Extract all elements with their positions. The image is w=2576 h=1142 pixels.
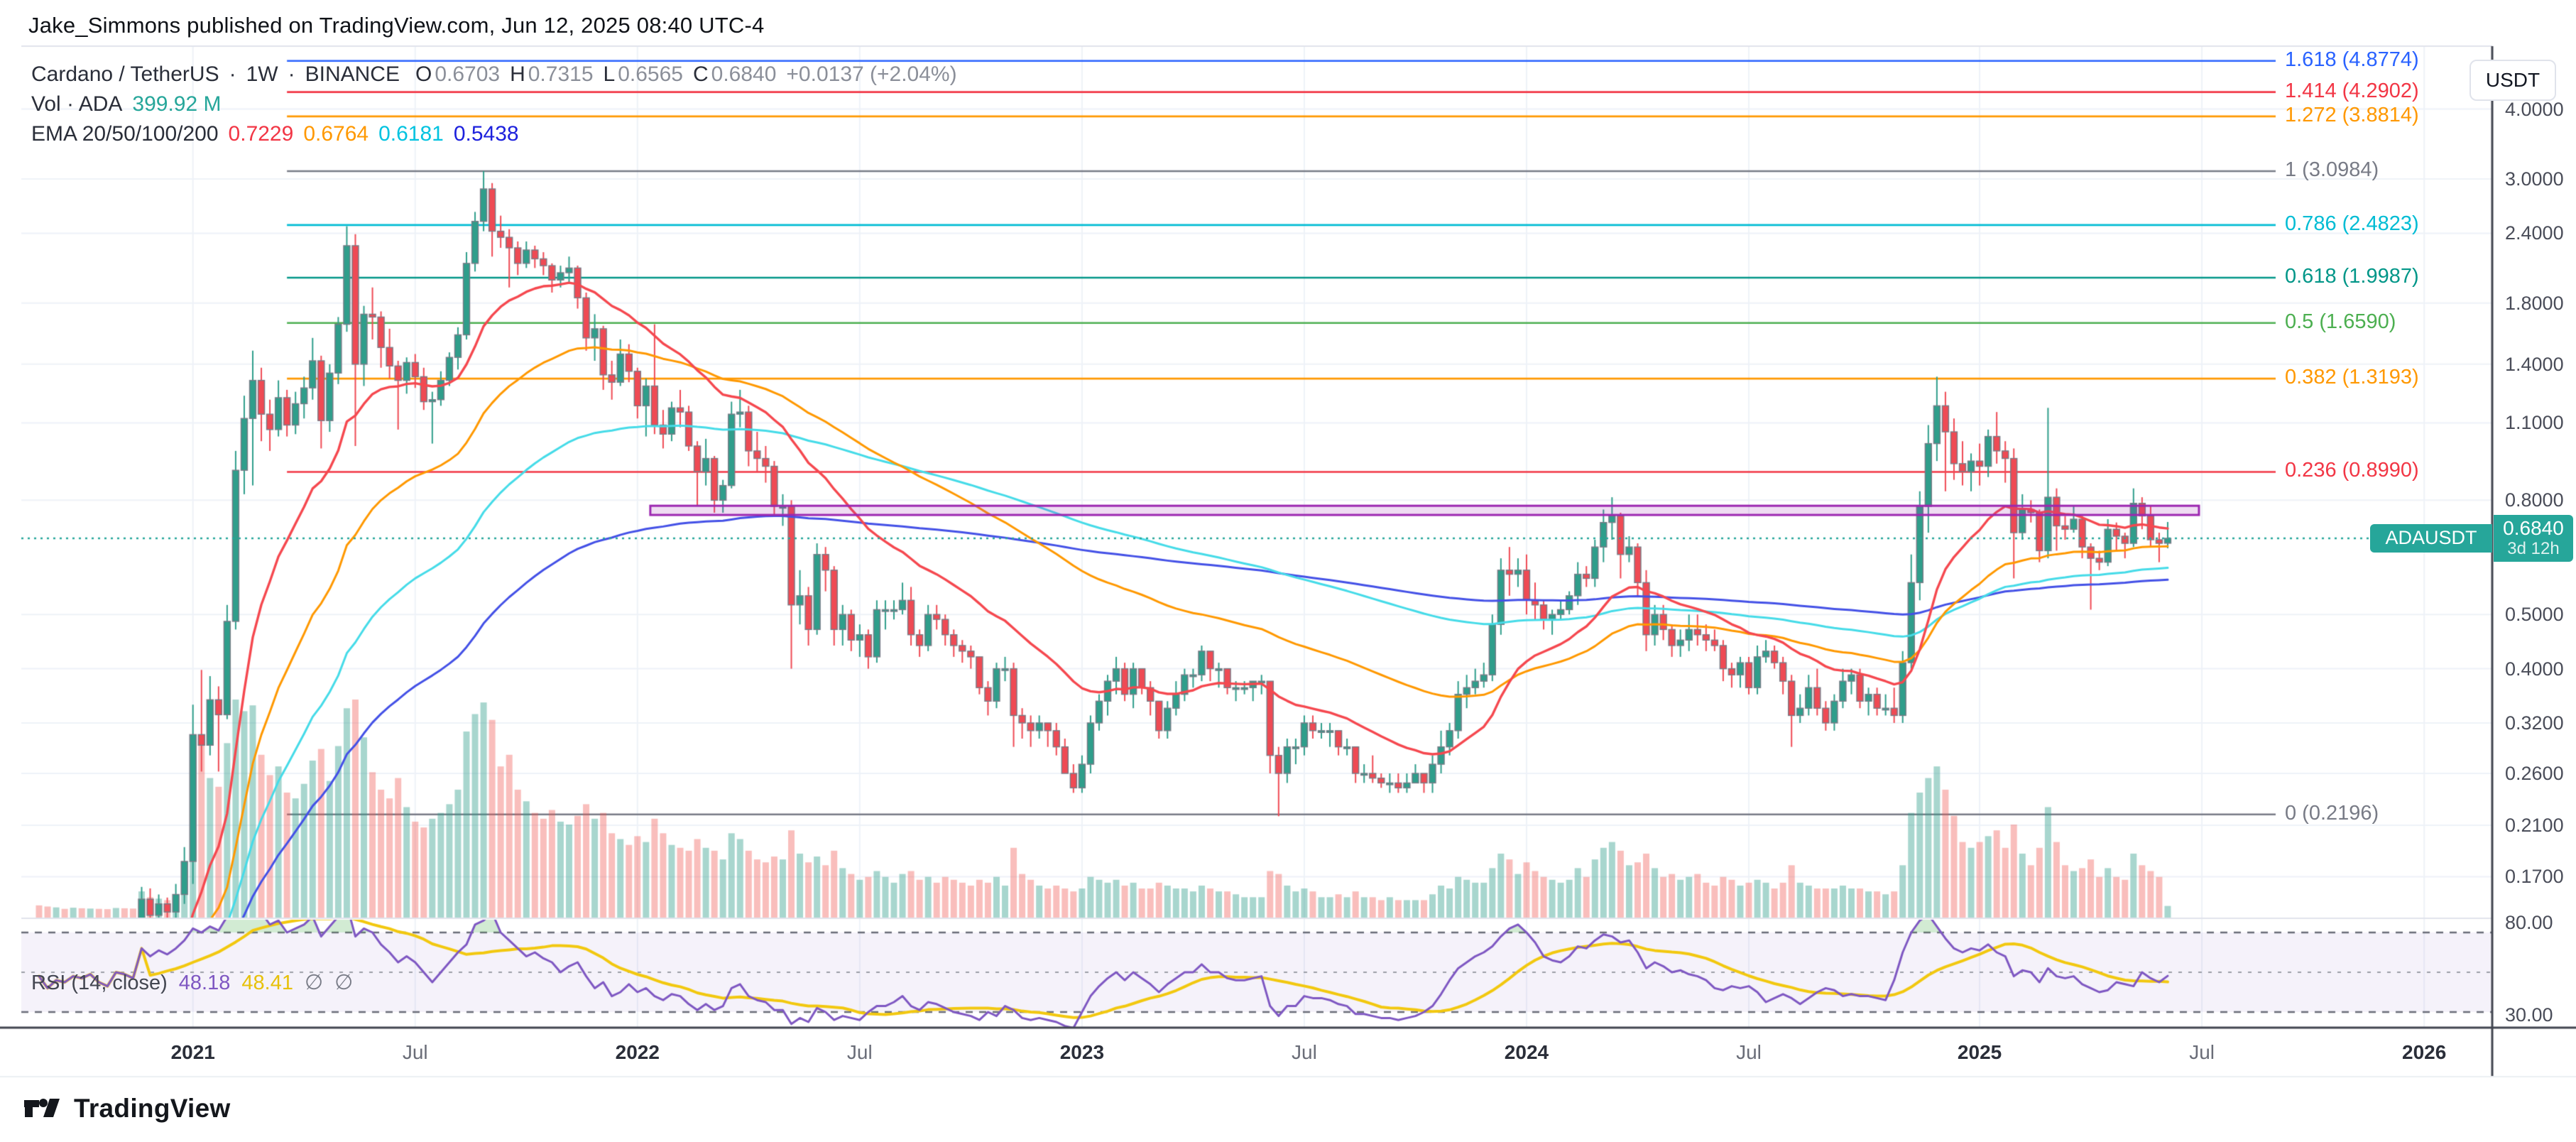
fib-label: 0 (0.2196) [2285,801,2379,825]
fib-label: 1.414 (4.2902) [2285,79,2419,102]
price-tick-label: 3.0000 [2505,168,2564,190]
rsi-tick-label: 80.00 [2505,912,2553,933]
fib-label: 0.236 (0.8990) [2285,459,2419,482]
price-tick-label: 1.1000 [2505,412,2564,434]
empty-value-icon: ∅ [334,971,354,994]
volume-legend[interactable]: Vol · ADA 399.92 M [31,92,222,116]
tradingview-watermark[interactable]: TradingView [24,1094,231,1124]
fib-label: 1 (3.0984) [2285,158,2379,181]
time-tick-label: Jul [846,1041,873,1063]
close-value: 0.6840 [711,62,777,86]
bar-countdown: 3d 12h [2507,539,2560,559]
time-tick-label: Jul [1736,1041,1762,1063]
empty-value-icon: ∅ [304,971,324,994]
price-tick-label: 0.4000 [2505,658,2564,680]
last-price-tag: 0.6840 3d 12h [2494,514,2573,562]
price-tick-label: 4.0000 [2505,98,2564,120]
interval-label: 1W [246,62,278,86]
ema-legend[interactable]: EMA 20/50/100/200 0.7229 0.6764 0.6181 0… [31,122,519,146]
price-tick-label: 1.4000 [2505,353,2564,375]
time-tick-label: 2022 [615,1041,660,1063]
price-tick-label: 0.3200 [2505,712,2564,734]
time-tick-label: 2024 [1504,1041,1549,1063]
time-tick-label: 2023 [1059,1041,1105,1063]
time-tick-label: 2021 [170,1041,215,1063]
symbol-legend[interactable]: Cardano / TetherUS · 1W · BINANCE O 0.670… [31,62,957,86]
rsi-tick-label: 30.00 [2505,1004,2553,1026]
fib-label: 0.5 (1.6590) [2285,310,2396,333]
price-tick-label: 0.2100 [2505,815,2564,837]
rsi-value: 48.18 [178,972,231,994]
change-value: +0.0137 (+2.04%) [786,62,957,86]
fib-label: 0.382 (1.3193) [2285,366,2419,389]
watermark-text: TradingView [74,1094,231,1123]
price-tick-label: 0.8000 [2505,489,2564,511]
time-tick-label: Jul [402,1041,428,1063]
low-value: 0.6565 [618,62,683,86]
open-value: 0.6703 [435,62,501,86]
price-tick-label: 0.1700 [2505,866,2564,888]
price-tick-label: 1.8000 [2505,292,2564,314]
published-header: Jake_Simmons published on TradingView.co… [28,13,765,38]
fib-label: 1.272 (3.8814) [2285,103,2419,126]
time-tick-label: 2026 [2402,1041,2447,1063]
ema20-value: 0.7229 [228,122,294,146]
time-tick-label: 2025 [1957,1041,2002,1063]
symbol-title: Cardano / TetherUS [31,62,219,86]
tradingview-logo-icon [24,1099,60,1117]
price-tick-label: 0.5000 [2505,604,2564,626]
rsi-legend[interactable]: RSI (14, close) 48.18 48.41 ∅ ∅ [31,971,354,994]
volume-value: 399.92 M [132,92,222,116]
price-tick-label: 0.2600 [2505,763,2564,784]
ema50-value: 0.6764 [303,122,369,146]
time-tick-label: Jul [2189,1041,2215,1063]
fib-label: 0.786 (2.4823) [2285,212,2419,235]
ema200-value: 0.5438 [453,122,519,146]
time-tick-label: Jul [1292,1041,1317,1063]
fib-label: 0.618 (1.9987) [2285,265,2419,288]
currency-button[interactable]: USDT [2469,60,2556,101]
high-value: 0.7315 [528,62,594,86]
exchange-label: BINANCE [305,62,400,86]
price-tick-label: 2.4000 [2505,222,2564,244]
rsi-ma-value: 48.41 [241,972,293,994]
ema100-value: 0.6181 [378,122,444,146]
fib-label: 1.618 (4.8774) [2285,48,2419,71]
last-price-value: 0.6840 [2503,517,2564,540]
symbol-price-pill: ADAUSDT [2370,523,2492,553]
